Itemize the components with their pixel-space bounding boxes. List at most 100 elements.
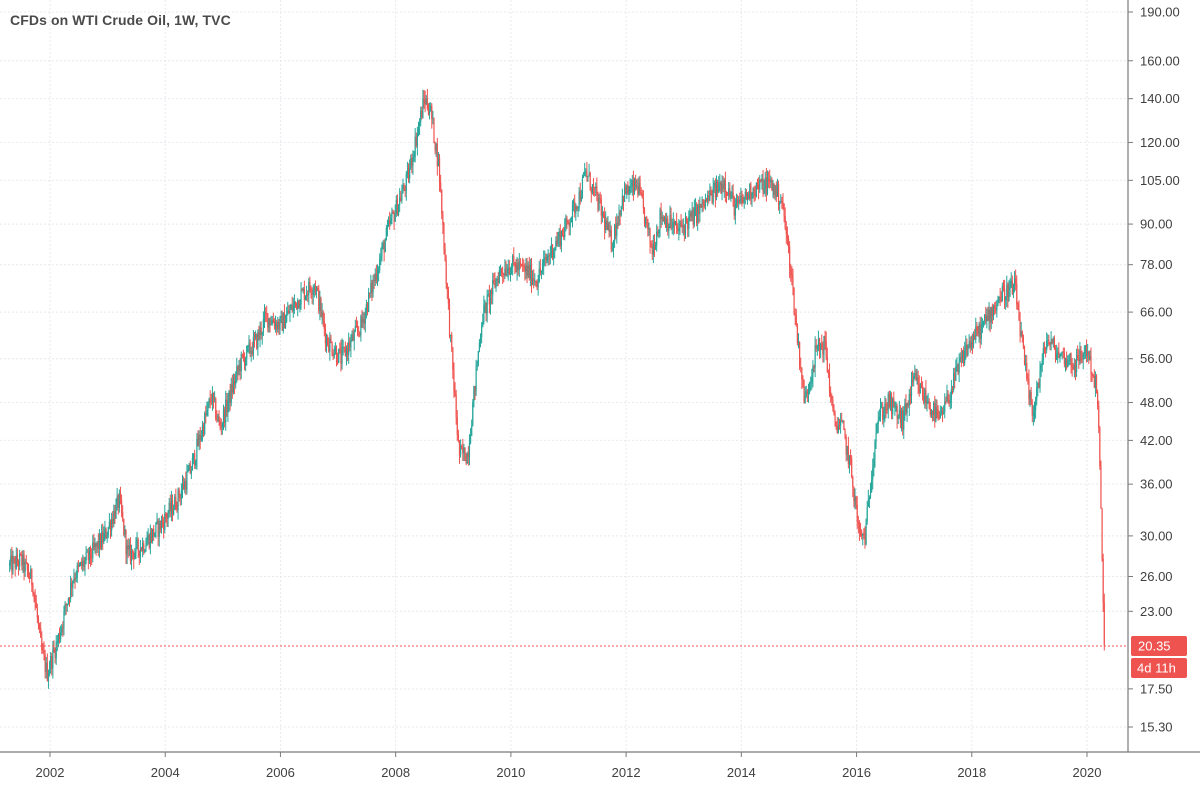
candle-body (142, 543, 144, 551)
candle-body (853, 487, 855, 502)
candle-body (348, 341, 350, 355)
candle-body (920, 384, 923, 388)
candle-body (671, 227, 673, 229)
candle-body (1015, 278, 1017, 284)
candle-body (689, 213, 691, 217)
candle-body (253, 337, 256, 339)
candle-body (774, 185, 776, 196)
candle-body (866, 506, 868, 522)
candle-body (915, 373, 917, 381)
candle-body (567, 220, 569, 223)
candle-body (88, 547, 91, 560)
y-tick-label: 48.00 (1140, 395, 1173, 410)
candle-body (364, 311, 366, 324)
candle-body (745, 192, 748, 200)
candle-body (322, 312, 324, 321)
price-axis[interactable]: 190.00 160.00 140.00 120.00 105.00 90.00 78.00… (1128, 5, 1180, 735)
x-tick-label: 2012 (612, 765, 641, 780)
candle-body (651, 246, 653, 255)
candle-body (279, 317, 281, 329)
grid (0, 0, 1128, 752)
candle-body (705, 198, 708, 202)
candle-body (743, 196, 745, 203)
candle-body (1087, 351, 1089, 356)
candle-body (921, 387, 924, 397)
y-tick-label: 160.00 (1140, 53, 1180, 68)
candle-body (21, 554, 23, 566)
candle-body (235, 375, 237, 385)
candle-body (330, 338, 332, 343)
candle-body (707, 195, 709, 202)
candle-body (546, 260, 548, 262)
candle-body (635, 178, 637, 188)
candle-body (851, 458, 853, 477)
candle-body (51, 656, 53, 669)
candle-body (913, 375, 915, 382)
candle-body (407, 170, 410, 179)
candle-body (60, 632, 62, 640)
candle-body (944, 401, 946, 412)
candle-body (693, 207, 695, 225)
candle-body (287, 310, 289, 315)
candle-body (184, 480, 186, 489)
candle-body (710, 190, 712, 194)
candle-body (481, 326, 483, 338)
candle-body (1082, 354, 1084, 360)
candle-body (599, 197, 601, 199)
candle-body (677, 228, 679, 232)
candle-body (230, 384, 232, 403)
candle-body (207, 402, 209, 410)
candle-body (1029, 392, 1031, 400)
candle-body (23, 554, 25, 572)
candle-body (914, 373, 916, 376)
candle-body (688, 216, 690, 229)
candle-body (174, 496, 176, 510)
candle-body (197, 438, 199, 446)
candle-body (1002, 286, 1005, 289)
candle-body (401, 192, 403, 201)
candle-body (494, 281, 496, 288)
candle-body (430, 105, 432, 112)
candle-body (405, 173, 407, 191)
candle-body (849, 455, 852, 459)
candle-body (924, 389, 926, 403)
candle-body (186, 472, 188, 490)
candle-body (157, 520, 159, 537)
candle-body (947, 393, 949, 401)
candle-body (14, 558, 16, 569)
candle-body (939, 411, 941, 419)
candle-body (456, 417, 458, 435)
candle-body (596, 186, 598, 195)
candle-body (1003, 288, 1006, 301)
candle-body (985, 314, 987, 322)
candle-body (906, 402, 908, 414)
candle-body (926, 403, 928, 405)
candle-body (626, 184, 628, 195)
candle-body (107, 527, 109, 535)
candle-body (391, 212, 393, 218)
candle-body (571, 203, 574, 218)
candle-body (748, 193, 750, 199)
candle-body (10, 555, 12, 563)
candle-body (509, 272, 512, 275)
last-price-marker: 20.35 4d 11h (0, 636, 1187, 679)
candle-body (351, 334, 353, 340)
candle-body (454, 391, 456, 395)
candle-body (616, 222, 618, 236)
candle-body (1059, 355, 1061, 359)
candle-body (345, 348, 348, 356)
candle-body (26, 563, 28, 571)
candle-body (337, 361, 339, 363)
candle-body (189, 464, 191, 474)
candle-body (731, 192, 733, 198)
time-axis[interactable]: 2002 2004 2006 2008 2010 2012 2014 2016 2018 2020 (36, 752, 1102, 780)
candle-body (776, 184, 779, 197)
candle-body (98, 534, 101, 549)
candle-body (169, 502, 171, 512)
candle-body (645, 217, 647, 224)
candle-body (228, 390, 230, 403)
candle-body (180, 490, 182, 499)
candle-body (822, 348, 824, 355)
candle-body (1036, 388, 1038, 401)
